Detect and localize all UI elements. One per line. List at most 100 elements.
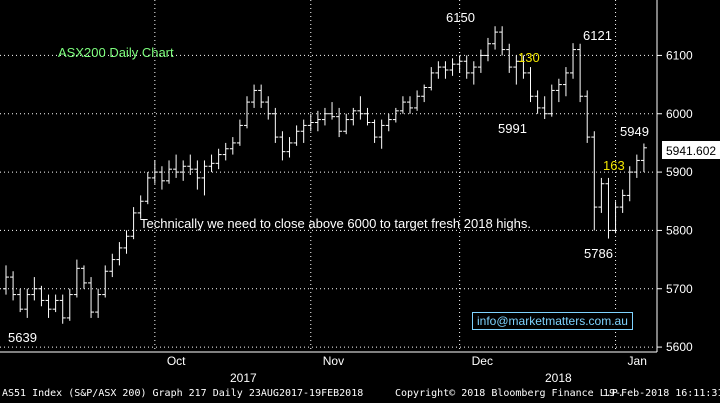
ohlc-bar	[158, 166, 165, 190]
label-5949: 5949	[620, 124, 649, 139]
ohlc-bar	[243, 96, 250, 129]
ohlc-bar	[619, 189, 626, 213]
ohlc-bar	[307, 113, 314, 132]
ohlc-bar	[109, 253, 116, 278]
ohlc-bar	[24, 288, 31, 318]
ohlc-bar	[506, 43, 513, 73]
ohlc-bar	[584, 90, 591, 143]
footer-left: AS51 Index (S&P/ASX 200) Graph 217 Daily…	[2, 388, 364, 399]
ohlc-bar	[272, 107, 279, 143]
ohlc-bar	[3, 265, 9, 295]
headline-annotation: Technically we need to close above 6000 …	[140, 216, 531, 231]
ohlc-bar	[208, 154, 215, 173]
ohlc-bar	[73, 259, 80, 298]
label-6121: 6121	[583, 28, 612, 43]
ohlc-bar	[407, 96, 414, 114]
ohlc-bar	[541, 96, 548, 119]
ohlc-bar	[251, 84, 258, 108]
ohlc-bar	[640, 143, 647, 173]
ohlc-bar	[95, 288, 102, 318]
ohlc-bar	[329, 102, 336, 120]
x-month-label: Nov	[323, 354, 344, 368]
ohlc-bar	[633, 154, 640, 178]
footer-bar: AS51 Index (S&P/ASX 200) Graph 217 Daily…	[0, 385, 720, 403]
ohlc-bar	[130, 207, 137, 240]
ohlc-bar	[229, 137, 236, 155]
ohlc-bar	[527, 67, 534, 103]
ohlc-bar	[321, 107, 328, 126]
x-month-label: Jan	[628, 354, 647, 368]
ohlc-bar	[279, 131, 286, 161]
ohlc-bar	[499, 26, 506, 56]
ohlc-bar	[492, 26, 499, 50]
label-163: 163	[603, 158, 625, 173]
ohlc-bar	[343, 113, 350, 135]
ohlc-bar	[449, 58, 456, 76]
ohlc-bar	[187, 154, 194, 175]
x-month-label: Dec	[472, 354, 493, 368]
ohlc-bar	[166, 160, 173, 184]
ohlc-bar	[456, 55, 463, 73]
ohlc-bar	[520, 55, 527, 79]
label-5991: 5991	[498, 121, 527, 136]
contact-badge: info@marketmatters.com.au	[472, 312, 633, 330]
y-axis: 5600 5700 5800 5900 6000 6100	[656, 0, 693, 354]
label-6150: 6150	[446, 10, 475, 25]
ohlc-bar	[442, 61, 449, 79]
x-year-label: 2018	[545, 371, 572, 385]
ohlc-bar	[435, 61, 442, 79]
ohlc-bar	[534, 90, 541, 114]
label-5639: 5639	[8, 330, 37, 345]
ohlc-bar	[605, 177, 612, 239]
ohlc-bar	[286, 137, 293, 158]
ohlc-bar	[151, 160, 158, 184]
label-130: 130	[518, 50, 540, 65]
ohlc-bar	[421, 84, 428, 103]
ohlc-bar	[562, 67, 569, 97]
label-5786: 5786	[584, 246, 613, 261]
x-year-label: 2017	[230, 371, 257, 385]
ohlc-bar	[414, 90, 421, 111]
ohlc-bar	[45, 294, 52, 318]
ohlc-bar	[180, 160, 187, 181]
ohlc-bar	[399, 96, 406, 114]
ohlc-bar	[293, 125, 300, 146]
ohlc-bar	[194, 160, 201, 190]
ohlc-bar	[336, 107, 343, 138]
ohlc-bar	[598, 177, 605, 213]
ohlc-bar	[548, 84, 555, 117]
ohlc-bar	[477, 49, 484, 73]
ohlc-bar	[484, 37, 491, 62]
ohlc-bar	[17, 288, 24, 313]
footer-middle: Copyright© 2018 Bloomberg Finance L.P.	[395, 388, 624, 399]
ohlc-bar	[137, 195, 144, 219]
ohlc-bar	[555, 78, 562, 103]
ohlc-bar	[201, 160, 208, 196]
ohlc-bar	[428, 67, 435, 91]
y-tick-label: 5600	[666, 340, 693, 354]
ohlc-bar	[102, 265, 109, 298]
ohlc-bar	[265, 96, 272, 120]
ohlc-bar	[258, 84, 265, 108]
ohlc-bar	[236, 119, 243, 146]
ohlc-bar	[116, 242, 123, 266]
ohlc-bar	[300, 119, 307, 143]
ohlc-bar	[371, 119, 378, 143]
x-axis: OctNovDecJanFeb20172018	[0, 351, 657, 385]
ohlc-bar	[88, 277, 95, 318]
ohlc-bar	[392, 107, 399, 123]
last-price-tag: 5941.602	[662, 141, 720, 159]
ohlc-bar	[612, 201, 619, 234]
ohlc-bar	[463, 55, 470, 79]
y-tick-label: 5700	[666, 282, 693, 296]
ohlc-bar	[52, 294, 59, 313]
price-bars	[3, 26, 647, 324]
ohlc-bar	[66, 288, 73, 321]
ohlc-bar	[470, 61, 477, 85]
ohlc-bar	[378, 119, 385, 149]
ohlc-bar	[626, 166, 633, 202]
ohlc-bar	[357, 96, 364, 120]
chart-title: ASX200 Daily Chart	[58, 45, 174, 60]
ohlc-bar	[38, 285, 45, 307]
